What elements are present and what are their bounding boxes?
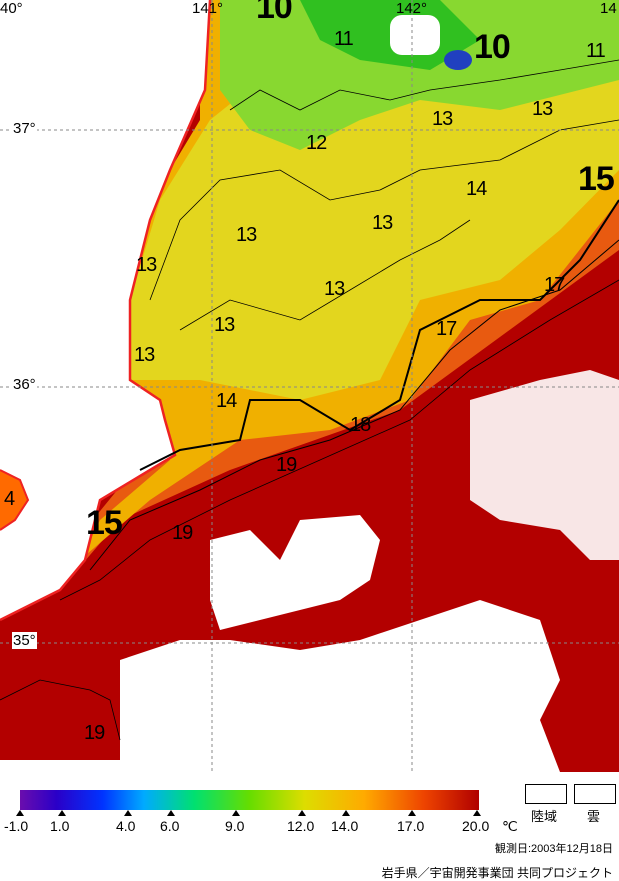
contour-label: 13 [134,344,155,366]
graticule [0,0,619,772]
isotherm-line [0,679,121,741]
cloud-area [210,515,380,630]
scale-tick [232,810,240,816]
contour-label: 14 [466,178,487,200]
temperature-color-scale [20,790,479,810]
contour-label: 13 [532,98,553,120]
scale-tick-label: 6.0 [160,818,180,834]
latitude-label: 37° [12,120,37,137]
scale-tick [124,810,132,816]
scale-tick [58,810,66,816]
longitude-label: 14 [600,0,617,17]
latitude-label: 36° [12,376,37,393]
longitude-label: 40° [0,0,23,17]
contour-label: 17 [436,318,457,340]
cloud-area [390,15,440,55]
scale-tick-label: 14.0 [331,818,359,834]
longitude-label: 142° [396,0,428,17]
latitude-label: 35° [12,632,37,649]
scale-tick-label: 4.0 [116,818,136,834]
contour-label: 13 [432,108,453,130]
scale-tick-label: 1.0 [50,818,70,834]
sea-surface-temperature-map [0,0,619,772]
scale-unit: ℃ [502,818,518,834]
contour-label: 11 [334,28,354,50]
coastline [0,0,212,622]
contour-label: 19 [276,454,297,476]
contour-label: 13 [372,212,393,234]
contour-label: 12 [306,132,327,154]
contour-label: 13 [236,224,257,246]
contour-label: 19 [84,722,105,744]
cool-band [120,60,619,400]
isotherm-line [149,119,619,301]
cloud-area [0,760,120,772]
isotherm-line [139,199,619,471]
contour-label: 13 [136,254,157,276]
cloud-key-swatch [574,784,616,804]
scale-tick-label: -1.0 [4,818,29,834]
isotherm-line [59,279,619,601]
scale-tick [16,810,24,816]
cloud-area [470,370,619,560]
scale-tick-label: 17.0 [397,818,425,834]
scale-tick [473,810,481,816]
cloud-key-label: 雲 [587,809,601,824]
scale-tick [408,810,416,816]
scale-tick-label: 9.0 [225,818,245,834]
contour-label: 15 [578,160,615,198]
contour-label: 18 [350,414,371,436]
credit-line: 岩手県／宇宙開発事業団 共同プロジェクト [381,866,613,880]
cold-eddy [444,50,472,70]
inlet-coastline [0,469,30,531]
longitude-label: 141° [192,0,224,17]
contour-label: 10 [474,28,511,66]
scale-tick [298,810,306,816]
contour-label: 10 [256,0,293,26]
contour-label: 11 [586,40,606,62]
contour-label: 14 [216,390,237,412]
land-key-swatch [525,784,567,804]
contour-label: 15 [86,504,123,542]
contour-label: 13 [214,314,235,336]
contour-label: 17 [544,274,565,296]
land-key-label: 陸域 [531,809,558,824]
scale-tick [342,810,350,816]
scale-tick [167,810,175,816]
contour-label: 4 [4,488,15,510]
contour-label: 19 [172,522,193,544]
observation-date: 観測日:2003年12月18日 [495,843,613,855]
scale-tick-label: 20.0 [462,818,490,834]
isotherm-line [179,219,471,331]
scale-tick-label: 12.0 [287,818,315,834]
isotherm-line [229,59,619,111]
contour-label: 13 [324,278,345,300]
